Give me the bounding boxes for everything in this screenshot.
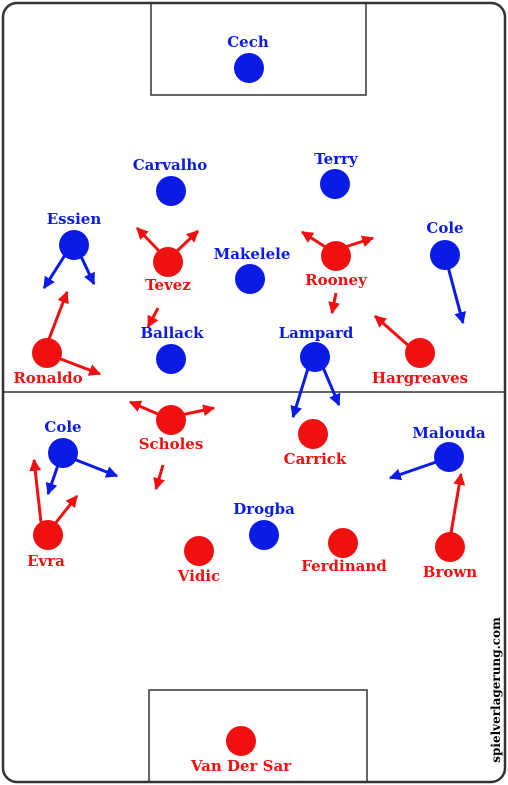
arrow-ronaldo-1	[47, 290, 69, 340]
arrow-cole-left-2	[70, 456, 119, 478]
arrow-lampard-1	[290, 364, 311, 419]
player-ferdinand-dot	[328, 528, 358, 558]
arrow-essien-1	[42, 251, 69, 290]
label-van-der-sar: Van Der Sar	[190, 757, 292, 775]
arrow-malouda	[388, 458, 443, 481]
label-rooney: Rooney	[305, 271, 368, 289]
red-players	[32, 241, 465, 756]
arrow-evra-1	[29, 458, 43, 523]
label-scholes: Scholes	[139, 435, 204, 453]
label-carvalho: Carvalho	[133, 156, 208, 174]
player-ballack-dot	[156, 344, 186, 374]
red-labels: Tevez Rooney Ronaldo Hargreaves Scholes …	[13, 271, 477, 775]
arrow-cole-chelsea	[445, 262, 467, 325]
player-terry-dot	[320, 169, 350, 199]
player-cole-chelsea-dot	[430, 240, 460, 270]
player-carrick-dot	[298, 419, 328, 449]
player-tevez-dot	[153, 247, 183, 277]
top-penalty-box	[150, 3, 367, 96]
label-vidic: Vidic	[177, 567, 220, 585]
player-makelele-dot	[235, 264, 265, 294]
arrow-brown	[449, 472, 466, 534]
player-lampard-dot	[300, 342, 330, 372]
arrow-hargreaves	[374, 314, 411, 349]
label-hargreaves: Hargreaves	[372, 369, 468, 387]
player-rooney-dot	[321, 241, 351, 271]
label-drogba: Drogba	[233, 500, 295, 518]
arrow-ronaldo-2	[57, 356, 102, 376]
player-carvalho-dot	[156, 176, 186, 206]
label-essien: Essien	[47, 210, 102, 228]
arrow-scholes-1	[128, 400, 161, 417]
arrow-lampard-2	[320, 364, 341, 407]
player-cech-dot	[234, 53, 264, 83]
player-drogba-dot	[249, 520, 279, 550]
arrow-tevez-1	[135, 226, 162, 254]
label-makelele: Makelele	[214, 245, 291, 263]
arrow-scholes-3	[153, 464, 165, 491]
label-ferdinand: Ferdinand	[301, 557, 387, 575]
player-scholes-dot	[156, 405, 186, 435]
arrow-evra-2	[52, 495, 79, 526]
label-cech: Cech	[227, 33, 269, 51]
player-vidic-dot	[184, 536, 214, 566]
player-van-der-sar-dot	[226, 726, 256, 756]
arrow-cole-left-1	[45, 464, 60, 496]
player-ronaldo-dot	[32, 338, 62, 368]
label-evra: Evra	[27, 552, 65, 570]
arrow-rooney-2	[344, 235, 375, 249]
label-terry: Terry	[314, 150, 359, 168]
arrow-rooney-1	[300, 230, 328, 250]
bottom-penalty-box	[148, 689, 368, 782]
player-evra-dot	[33, 520, 63, 550]
label-ronaldo: Ronaldo	[13, 369, 82, 387]
label-malouda: Malouda	[412, 424, 485, 442]
label-cole-chelsea: Cole	[426, 219, 463, 237]
arrow-tevez-3	[146, 307, 160, 329]
player-cole-left-dot	[48, 438, 78, 468]
label-ballack: Ballack	[140, 324, 204, 342]
red-arrows	[29, 226, 466, 534]
player-malouda-dot	[434, 442, 464, 472]
label-tevez: Tevez	[145, 276, 191, 294]
label-cole-left: Cole	[44, 418, 81, 436]
label-carrick: Carrick	[284, 450, 347, 468]
arrow-scholes-2	[180, 404, 216, 417]
label-lampard: Lampard	[279, 324, 354, 342]
blue-labels: Cech Carvalho Terry Essien Cole Makelele…	[44, 33, 485, 518]
player-hargreaves-dot	[405, 338, 435, 368]
watermark: spielverlagerung.com	[489, 617, 503, 763]
arrow-tevez-2	[174, 229, 200, 254]
player-brown-dot	[435, 532, 465, 562]
label-brown: Brown	[423, 563, 477, 581]
player-essien-dot	[59, 230, 89, 260]
blue-players	[48, 53, 464, 550]
arrow-rooney-3	[328, 292, 341, 315]
